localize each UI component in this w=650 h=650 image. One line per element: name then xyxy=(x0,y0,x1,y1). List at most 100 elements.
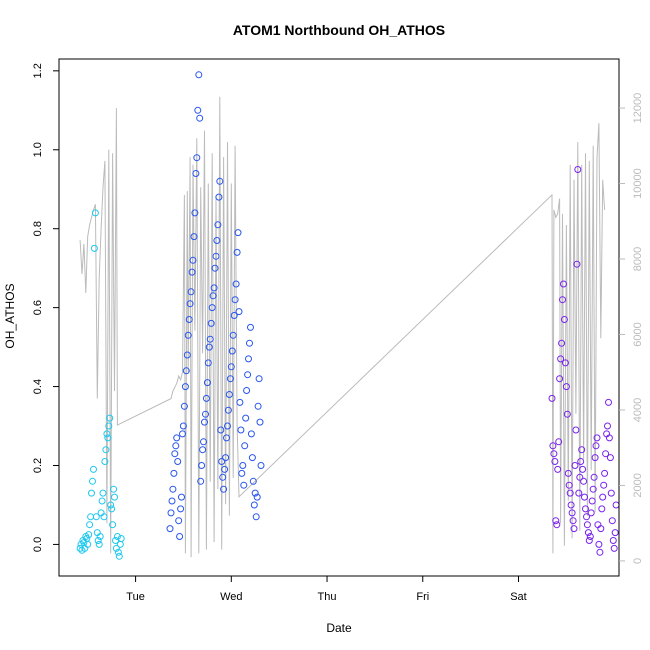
data-point-3-46 xyxy=(591,454,599,462)
data-point-2-16 xyxy=(180,402,188,410)
data-point-2-87 xyxy=(248,454,256,462)
data-point-3-59 xyxy=(604,422,611,430)
data-point-3-26 xyxy=(572,426,580,434)
data-point-2-65 xyxy=(227,363,235,371)
data-point-1-41 xyxy=(114,548,122,556)
data-point-3-36 xyxy=(582,505,589,513)
data-point-2-28 xyxy=(192,170,200,177)
data-point-3-63 xyxy=(607,489,615,497)
data-point-3-19 xyxy=(565,481,573,489)
data-point-2-8 xyxy=(173,434,181,442)
data-point-2-21 xyxy=(185,316,193,323)
data-point-3-32 xyxy=(578,446,586,454)
data-point-2-4 xyxy=(169,485,177,493)
data-point-2-54 xyxy=(217,426,225,434)
data-point-2-96 xyxy=(257,462,265,469)
data-point-1-24 xyxy=(98,497,106,505)
data-point-3-50 xyxy=(595,540,603,548)
data-point-3-22 xyxy=(568,509,576,517)
data-point-3-29 xyxy=(575,489,583,497)
y2-tick-label-4: 6000 xyxy=(632,322,644,346)
data-point-3-21 xyxy=(567,501,575,509)
data-point-2-88 xyxy=(249,477,257,485)
data-point-2-70 xyxy=(232,280,240,288)
data-point-2-3 xyxy=(168,497,176,505)
data-point-3-30 xyxy=(576,473,584,481)
data-point-1-21 xyxy=(95,540,103,548)
data-point-3-6 xyxy=(553,521,561,529)
data-point-2-95 xyxy=(256,418,264,426)
data-point-1-31 xyxy=(105,422,113,430)
data-point-1-42 xyxy=(115,552,123,560)
data-point-1-34 xyxy=(108,505,116,513)
data-point-2-45 xyxy=(208,304,216,312)
data-point-3-9 xyxy=(556,375,564,383)
data-point-2-89 xyxy=(250,501,258,509)
data-point-2-75 xyxy=(237,426,245,434)
data-point-2-86 xyxy=(247,430,255,438)
data-point-2-31 xyxy=(195,71,203,79)
data-point-2-47 xyxy=(210,284,218,292)
data-point-2-38 xyxy=(202,410,209,418)
data-point-2-58 xyxy=(221,465,229,473)
data-point-2-24 xyxy=(188,268,196,276)
data-point-2-18 xyxy=(182,367,190,375)
data-point-1-44 xyxy=(117,535,125,542)
data-point-3-16 xyxy=(562,383,570,391)
y2-tick-label-6: 10000 xyxy=(632,168,644,199)
x-axis: Tue Wed Thu Fri Sat xyxy=(126,576,527,603)
y-tick-label-2: 0.2 xyxy=(32,458,44,473)
data-point-2-63 xyxy=(225,391,233,398)
data-point-1-35 xyxy=(109,521,117,529)
x-tick-label-1: Tue xyxy=(126,591,145,603)
y-tick-label-7: 1.2 xyxy=(32,63,44,78)
y-axis: 0.0 0.2 0.4 0.6 0.8 1.0 1.2 xyxy=(32,63,59,552)
data-point-3-68 xyxy=(612,501,620,509)
data-point-2-39 xyxy=(202,394,210,402)
x-axis-label: Date xyxy=(326,621,352,635)
x-tick-label-5: Sat xyxy=(510,591,527,603)
data-point-3-35 xyxy=(581,493,588,501)
data-point-2-22 xyxy=(186,300,194,308)
data-point-2-64 xyxy=(226,375,234,383)
data-point-3-4 xyxy=(551,458,559,465)
data-point-1-18 xyxy=(92,513,100,521)
data-point-3-61 xyxy=(605,434,613,442)
data-point-2-19 xyxy=(183,351,191,359)
data-point-2-7 xyxy=(172,442,180,450)
data-point-2-35 xyxy=(199,446,207,454)
data-point-3-64 xyxy=(608,517,616,525)
data-point-3-52 xyxy=(597,525,605,533)
data-point-3-33 xyxy=(579,465,587,473)
data-point-2-76 xyxy=(238,469,246,477)
data-point-2-26 xyxy=(190,233,198,241)
data-point-1-12 xyxy=(87,513,95,521)
data-point-2-37 xyxy=(201,418,208,426)
data-point-3-38 xyxy=(583,521,591,529)
data-point-3-13 xyxy=(560,280,567,288)
data-point-2-50 xyxy=(213,237,221,244)
data-point-2-94 xyxy=(255,375,263,383)
data-point-3-65 xyxy=(609,537,617,544)
data-point-2-29 xyxy=(193,154,201,162)
data-point-2-60 xyxy=(223,434,230,442)
data-point-3-62 xyxy=(606,454,614,462)
data-point-3-20 xyxy=(566,489,574,497)
data-point-2-36 xyxy=(200,438,207,446)
data-point-1-33 xyxy=(107,501,115,509)
data-point-1-32 xyxy=(106,414,114,422)
data-point-1-40 xyxy=(113,533,121,540)
data-point-3-48 xyxy=(593,434,601,442)
data-point-1-28 xyxy=(102,446,110,454)
y-tick-label-6: 1.0 xyxy=(32,142,44,157)
chart-title: ATOM1 Northbound OH_ATHOS xyxy=(233,22,445,38)
data-point-2-55 xyxy=(218,458,226,465)
data-point-2-62 xyxy=(224,406,232,414)
data-point-1-37 xyxy=(111,493,118,501)
data-point-2-93 xyxy=(254,402,262,410)
y-tick-label-3: 0.4 xyxy=(32,379,44,394)
data-point-3-39 xyxy=(584,529,592,537)
data-point-1-11 xyxy=(86,521,94,529)
data-point-1-10 xyxy=(85,531,93,539)
data-point-1-26 xyxy=(100,513,108,521)
